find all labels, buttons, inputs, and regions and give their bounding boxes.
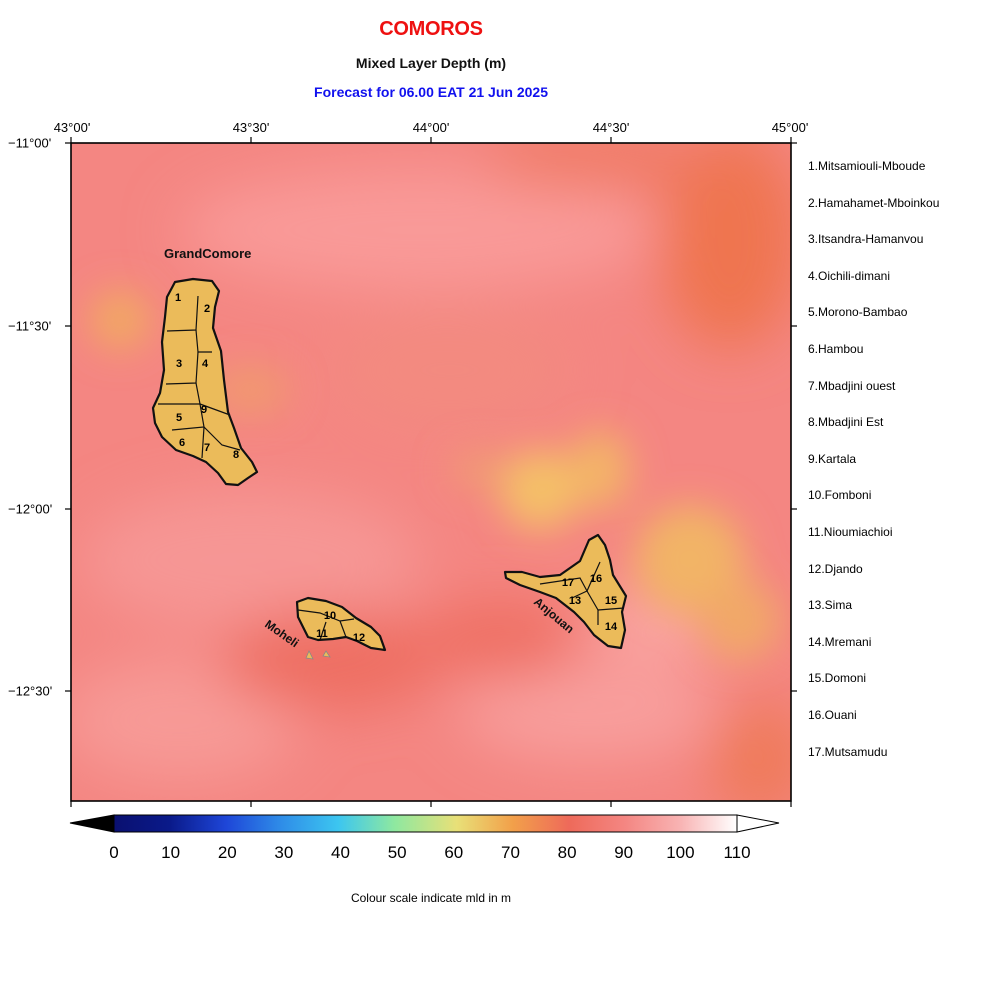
region-number-12: 12 [353,632,365,644]
region-number-9: 9 [201,404,207,416]
colorbar-tick: 30 [274,843,294,862]
colorbar-tick: 0 [109,843,119,862]
region-number-13: 13 [569,595,581,607]
legend-item-12: 12.Djando [808,561,863,576]
lat-label-11-00: −11°00' [8,135,52,151]
region-number-15: 15 [605,595,617,607]
lon-label-44-30: 44°30' [592,120,630,135]
legend-item-6: 6.Hambou [808,341,864,356]
legend-item-15: 15.Domoni [808,671,867,686]
island-moheli [295,596,387,660]
colorbar-tick: 60 [444,843,464,862]
legend-item-8: 8.Mbadjini Est [808,415,884,430]
colorbar-caption: Colour scale indicate mld in m [350,891,512,905]
legend-item-14: 14.Mremani [808,634,872,649]
map-title: COMOROS [379,18,483,40]
colorbar-tick: 80 [557,843,577,862]
colorbar-gradient [113,814,738,833]
region-number-6: 6 [179,437,185,449]
region-number-8: 8 [233,449,239,461]
region-number-10: 10 [324,610,336,622]
legend-item-3: 3.Itsandra-Hamanvou [808,232,924,247]
legend-item-1: 1.Mitsamiouli-Mboude [808,159,926,173]
region-number-1: 1 [175,292,181,304]
region-number-4: 4 [202,358,209,370]
legend-item-10: 10.Fomboni [808,488,872,503]
colorbar-tick: 90 [614,843,634,862]
colorbar-tick: 20 [217,843,237,862]
colorbar-tick: 70 [501,843,520,862]
colorbar-tick: 50 [387,843,407,862]
region-number-17: 17 [562,577,574,589]
lat-label-11-30: −11°30' [8,318,52,334]
legend-item-11: 11.Nioumiachioi [808,524,893,539]
lon-label-45-00: 45°00' [771,120,809,135]
label-grand-comore: GrandComore [164,246,251,261]
region-number-7: 7 [204,442,210,454]
lon-label-43-00: 43°00' [53,120,91,135]
legend-item-16: 16.Ouani [808,707,857,722]
legend-item-9: 9.Kartala [808,451,857,466]
lon-label-43-30: 43°30' [232,120,270,135]
legend-item-5: 5.Morono-Bambao [808,305,908,320]
legend-item-2: 2.Hamahamet-Mboinkou [808,195,940,210]
colorbar-tick: 110 [723,843,751,862]
region-number-16: 16 [590,573,602,585]
colorbar-tick: 40 [331,843,350,862]
legend-item-7: 7.Mbadjini ouest [808,378,896,393]
region-number-3: 3 [176,358,182,370]
region-number-2: 2 [204,303,210,315]
region-number-14: 14 [605,621,618,633]
map-subtitle: Mixed Layer Depth (m) [355,55,507,71]
colorbar [69,814,780,833]
island-anjouan [503,533,628,650]
legend-item-4: 4.Oichili-dimani [808,268,891,283]
lat-label-12-00: −12°00' [8,501,53,517]
forecast-time: Forecast for 06.00 EAT 21 Jun 2025 [314,84,548,100]
colorbar-low-arrow [69,814,115,833]
region-number-11: 11 [316,628,328,640]
colorbar-high-arrow [736,814,780,833]
legend-item-17: 17.Mutsamudu [808,744,888,759]
lon-label-44-00: 44°00' [412,120,450,135]
mld-field [71,143,791,801]
lat-label-12-30: −12°30' [8,683,53,699]
axis-ticks [65,137,797,807]
region-numbers: 1 2 3 4 5 6 7 8 9 10 11 12 13 14 15 16 1… [175,292,618,644]
colorbar-tick: 100 [666,843,695,862]
colorbar-ticks: 0 10 20 30 40 50 60 70 80 90 100 110 [0,843,1000,865]
legend-item-13: 13.Sima [808,598,853,613]
island-grand-comore [151,277,259,487]
colorbar-tick: 10 [161,843,181,862]
region-number-5: 5 [176,412,182,424]
region-legend: 1.Mitsamiouli-Mboude 2.Hamahamet-Mboinko… [808,150,998,772]
